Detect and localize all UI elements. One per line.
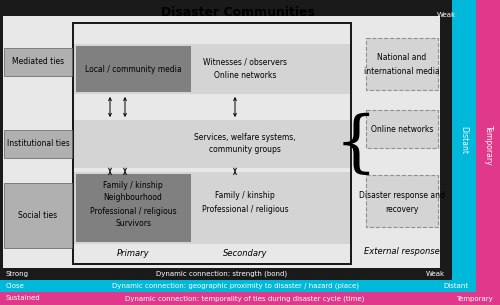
Text: community groups: community groups [209,145,281,155]
Text: Primary: Primary [116,249,150,259]
Text: Online networks: Online networks [214,70,276,80]
Text: Sustained: Sustained [6,296,40,302]
Text: Family / kinship: Family / kinship [215,191,275,199]
Text: Temporary: Temporary [456,296,493,302]
Bar [3,16,471,277]
Bar [74,172,350,244]
Text: Social ties: Social ties [18,210,58,220]
Bar [440,0,452,280]
Text: Dynamic connection: geographic proximity to disaster / hazard (place): Dynamic connection: geographic proximity… [112,283,358,289]
Bar [74,44,350,94]
Bar [476,0,500,305]
Bar [452,0,476,280]
Bar [76,174,191,242]
Text: Institutional ties: Institutional ties [6,139,70,149]
Text: Disaster Communities: Disaster Communities [161,5,315,19]
Bar [4,130,72,158]
Text: recovery: recovery [386,204,418,214]
Text: Online networks: Online networks [371,124,433,134]
Text: {: { [335,112,378,178]
Text: Professional / religious: Professional / religious [90,206,176,216]
Bar [0,292,500,305]
Text: international media: international media [364,66,440,76]
Text: Professional / religious: Professional / religious [202,206,288,214]
Bar [72,22,352,265]
Text: Mediated ties: Mediated ties [12,58,64,66]
Text: Distant: Distant [460,126,468,154]
Bar [366,38,438,90]
Bar [4,48,72,76]
Bar [0,268,452,280]
Text: Strong: Strong [6,271,29,277]
Text: Family / kinship: Family / kinship [103,181,163,189]
Text: Local / community media: Local / community media [84,64,182,74]
Text: National and: National and [378,53,426,63]
Text: Witnesses / observers: Witnesses / observers [203,58,287,66]
Text: Dynamic connection: temporality of ties during disaster cycle (time): Dynamic connection: temporality of ties … [126,295,364,302]
Bar [74,24,350,263]
Bar [0,280,476,292]
Text: Dynamic connection: strength (bond): Dynamic connection: strength (bond) [156,271,288,277]
Text: Temporary: Temporary [484,125,492,165]
Text: Weak: Weak [426,271,445,277]
Text: Weak: Weak [436,12,456,18]
Bar [76,46,191,92]
Text: Disaster response and: Disaster response and [359,192,445,200]
Text: External response: External response [364,247,440,257]
Bar [74,120,350,168]
Text: Close: Close [6,283,25,289]
Text: Secondary: Secondary [223,249,267,259]
Text: Distant: Distant [444,283,469,289]
Bar [4,183,72,248]
Text: Survivors: Survivors [115,220,151,228]
Text: Neighbourhood: Neighbourhood [104,193,162,203]
Bar [366,110,438,148]
Bar [366,175,438,227]
Text: Services, welfare systems,: Services, welfare systems, [194,132,296,142]
